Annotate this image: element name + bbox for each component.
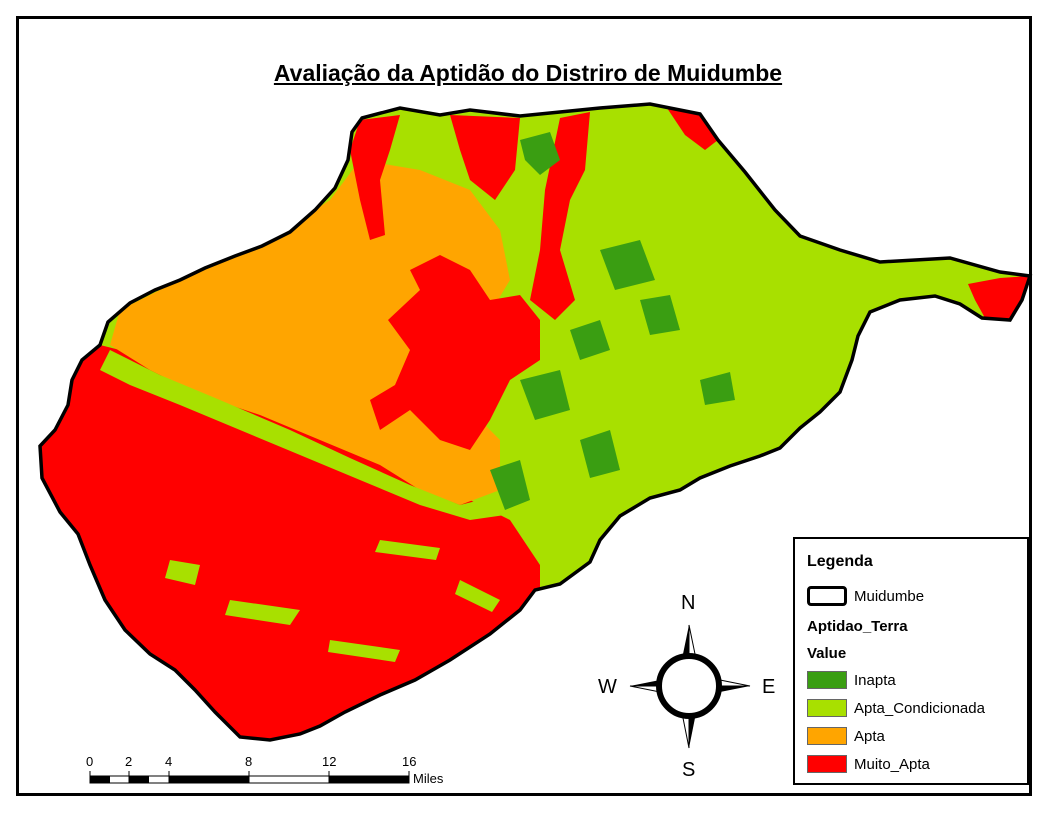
map-legend: Legenda Muidumbe Aptidao_Terra Value Ina… [793, 537, 1029, 785]
compass-w-label: W [598, 676, 617, 698]
scale-bar [89, 771, 410, 784]
legend-title: Legenda [807, 553, 873, 570]
legend-swatch-muito-apta [807, 755, 847, 773]
scale-tick-label: 2 [125, 754, 133, 769]
map-title: Avaliação da Aptidão do Distriro de Muid… [273, 60, 783, 86]
legend-class-row: Inapta [807, 669, 896, 691]
boundary-swatch [807, 586, 847, 606]
zone-muito-apta-ne [665, 105, 718, 150]
legend-class-row: Muito_Apta [807, 753, 930, 775]
zone-muito-apta-north3 [530, 112, 590, 320]
legend-boundary-label: Muidumbe [854, 587, 925, 605]
legend-field-name: Value [807, 645, 847, 662]
scale-tick-label: 16 [402, 754, 417, 769]
legend-class-label: Muito_Apta [854, 755, 930, 773]
zone-apta-condicionada-band [100, 350, 505, 520]
legend-class-row: Apta_Condicionada [807, 697, 985, 719]
legend-swatch-inapta [807, 671, 847, 689]
compass-n-label: N [681, 592, 696, 614]
zone-muito-apta-north2 [450, 115, 520, 200]
legend-swatch-apta [807, 727, 847, 745]
zone-inapta [490, 132, 735, 510]
compass-s-label: S [682, 759, 696, 781]
legend-layer-name: Aptidao_Terra [807, 618, 908, 635]
legend-swatch-apta-condicionada [807, 699, 847, 717]
zone-muito-apta-north [350, 115, 400, 240]
compass-e-label: E [762, 676, 776, 698]
legend-class-label: Apta_Condicionada [854, 699, 985, 717]
scale-tick-label: 8 [245, 754, 253, 769]
zone-muito-apta-central [370, 255, 540, 450]
legend-class-label: Apta [854, 727, 885, 745]
north-arrow-compass [629, 624, 751, 749]
legend-class-row: Apta [807, 725, 885, 747]
zone-apta-central [110, 160, 510, 505]
scale-tick-label: 0 [86, 754, 94, 769]
zone-apta-condicionada-patches [165, 540, 500, 662]
scale-tick-label: 12 [322, 754, 337, 769]
scale-unit-label: Miles [413, 771, 444, 786]
scale-tick-label: 4 [165, 754, 173, 769]
legend-class-label: Inapta [854, 671, 896, 689]
legend-boundary-row: Muidumbe [807, 585, 924, 607]
